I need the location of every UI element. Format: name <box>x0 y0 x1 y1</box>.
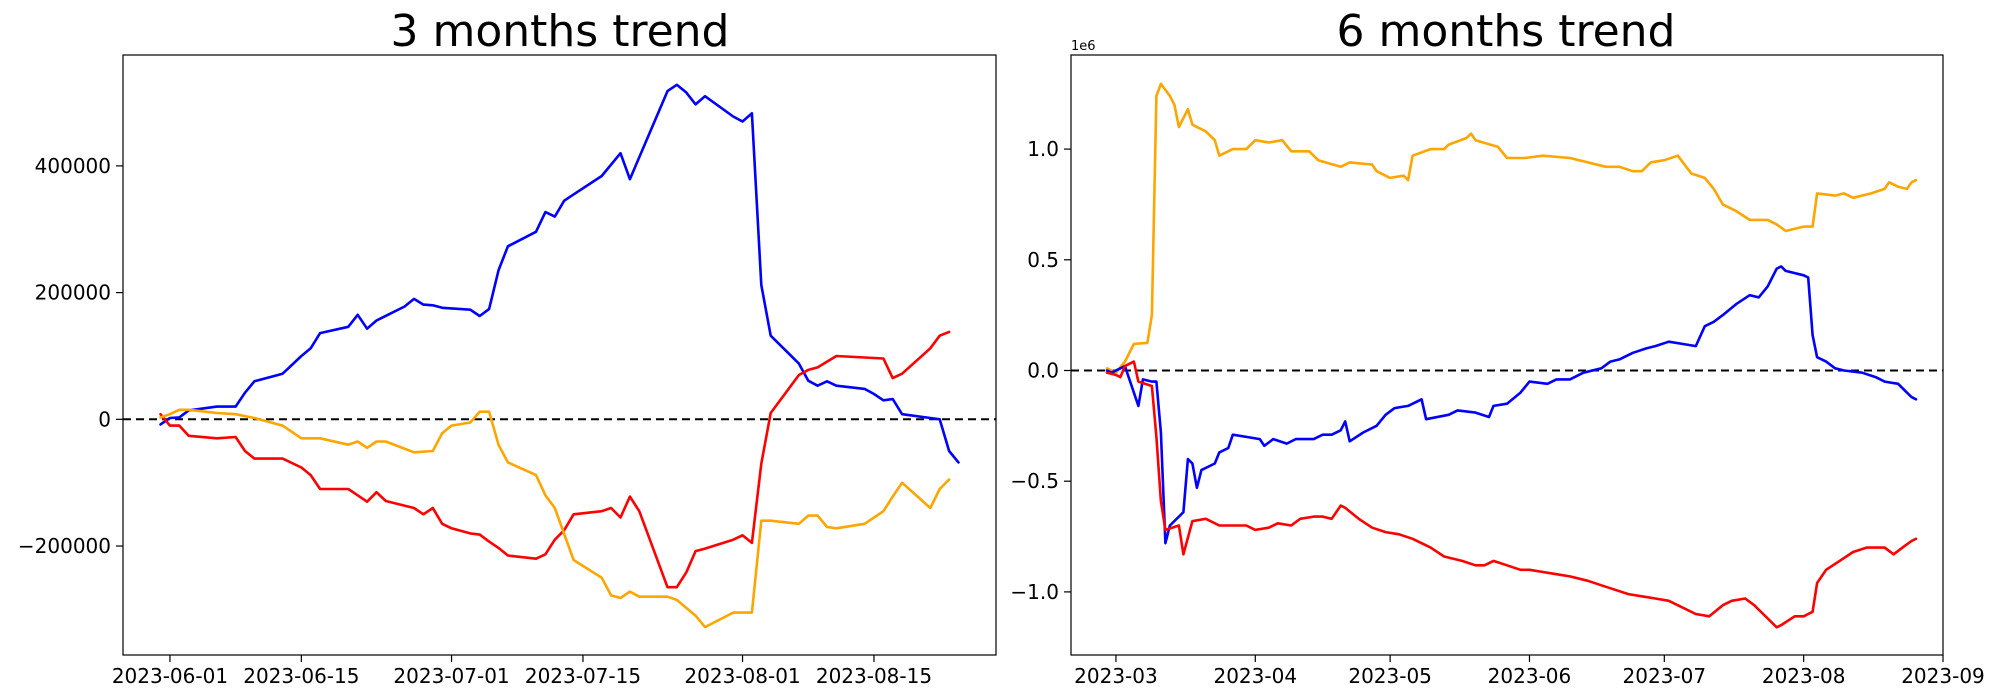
x-tick-label: 2023-05 <box>1348 664 1432 688</box>
y-tick-label: 0.0 <box>1027 358 1059 382</box>
y-tick-label: 400000 <box>35 154 111 178</box>
series-line-2 <box>1105 360 1918 629</box>
y-tick-label: 0 <box>98 407 111 431</box>
x-axis: 2023-03 2023-04 2023-05 2023-06 2023-07 2023-… <box>1074 655 1985 688</box>
series-line-1 <box>159 330 951 589</box>
x-axis: 2023-06-01 2023-06-15 2023-07-01 2023-07-15… <box>112 655 932 688</box>
series-line-0 <box>159 83 960 464</box>
series-line-0 <box>1105 82 1918 375</box>
x-tick-label: 2023-06-15 <box>243 664 359 688</box>
x-tick-label: 2023-06-01 <box>112 664 228 688</box>
axes-frame <box>1070 54 1944 656</box>
x-tick-label: 2023-07-01 <box>393 664 509 688</box>
y-tick-label: 200000 <box>35 281 111 305</box>
chart-title: 3 months trend <box>391 6 730 57</box>
y-tick-label: 1.0 <box>1027 137 1059 161</box>
x-tick-label: 2023-08-01 <box>684 664 800 688</box>
x-tick-label: 2023-07-15 <box>525 664 641 688</box>
y-axis: −200000 0 200000 400000 <box>18 154 123 558</box>
x-tick-label: 2023-09 <box>1901 664 1985 688</box>
y-tick-label: −200000 <box>18 534 111 558</box>
y-tick-label: −0.5 <box>1010 469 1059 493</box>
x-tick-label: 2023-08-15 <box>816 664 932 688</box>
x-tick-label: 2023-03 <box>1074 664 1158 688</box>
chart-6-months: 6 months trend 1e6 2023-03 2023-04 2023-05… <box>1010 6 1984 688</box>
plot-area <box>1071 82 1943 629</box>
x-tick-label: 2023-06 <box>1488 664 1572 688</box>
y-tick-label: 0.5 <box>1027 248 1059 272</box>
x-tick-label: 2023-04 <box>1213 664 1297 688</box>
axes-frame <box>122 54 997 656</box>
chart-title: 6 months trend <box>1337 6 1676 57</box>
y-offset-label: 1e6 <box>1071 39 1096 54</box>
x-tick-label: 2023-08 <box>1762 664 1846 688</box>
chart-3-months: 3 months trend 2023-06-01 2023-06-15 2023-… <box>18 6 997 688</box>
series-line-2 <box>159 408 951 629</box>
series-line-1 <box>1105 265 1918 545</box>
plot-area <box>123 83 996 629</box>
y-tick-label: −1.0 <box>1010 580 1059 604</box>
y-axis: −1.0 −0.5 0.0 0.5 1.0 <box>1010 137 1071 604</box>
x-tick-label: 2023-07 <box>1623 664 1707 688</box>
